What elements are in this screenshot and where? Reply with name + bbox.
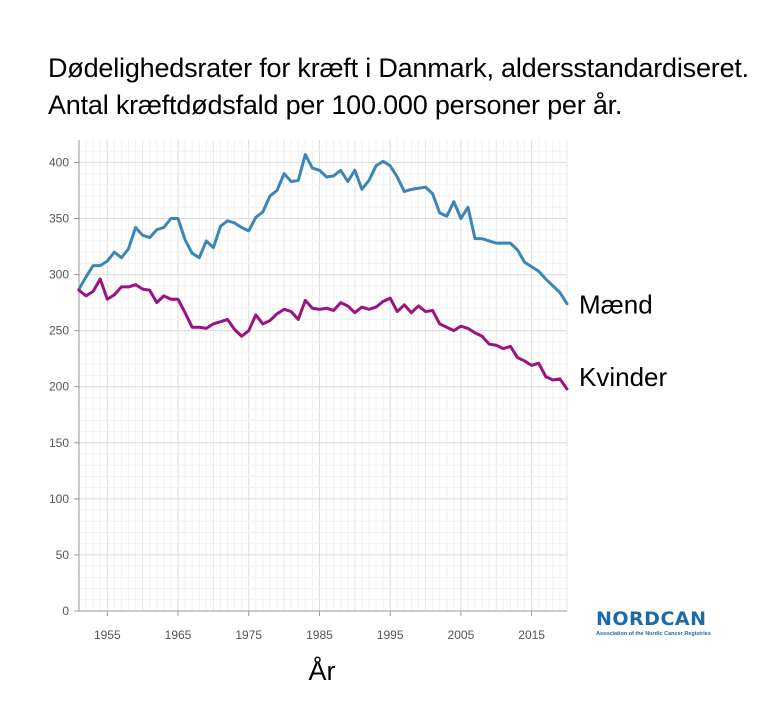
x-tick-label: 1955	[94, 628, 121, 642]
x-tick-label: 1975	[235, 628, 262, 642]
x-tick-label: 1995	[377, 628, 404, 642]
chart-title: Dødelighedsrater for kræft i Danmark, al…	[48, 50, 749, 124]
series-line-kvinder	[77, 277, 569, 391]
chart-title-line-2: Antal kræftdødsfald per 100.000 personer…	[48, 90, 623, 120]
nordcan-logo-word: NORDCAN	[596, 608, 707, 630]
x-axis-label: År	[309, 655, 336, 686]
series-label-maend: Mænd	[579, 290, 653, 320]
x-tick-label: 2005	[448, 628, 475, 642]
chart-title-line-1: Dødelighedsrater for kræft i Danmark, al…	[48, 53, 749, 83]
grid-lines	[78, 140, 568, 612]
series-line-maend	[77, 153, 569, 306]
x-tick-label: 1965	[165, 628, 192, 642]
y-tick-label: 0	[62, 604, 69, 618]
x-tick-label: 1985	[306, 628, 333, 642]
x-tick-label: 2015	[518, 628, 545, 642]
y-tick-label: 300	[49, 268, 69, 282]
y-tick-label: 100	[49, 492, 69, 506]
y-tick-label: 200	[49, 380, 69, 394]
nordcan-logo-subtitle: Association of the Nordic Cancer Registr…	[596, 631, 711, 637]
y-tick-label: 250	[49, 324, 69, 338]
y-tick-label: 50	[56, 548, 70, 562]
y-tick-label: 150	[49, 436, 69, 450]
nordcan-logo: NORDCAN Association of the Nordic Cancer…	[596, 608, 711, 637]
series-label-kvinder: Kvinder	[579, 362, 667, 392]
y-tick-label: 400	[49, 155, 69, 169]
y-tick-label: 350	[49, 212, 69, 226]
